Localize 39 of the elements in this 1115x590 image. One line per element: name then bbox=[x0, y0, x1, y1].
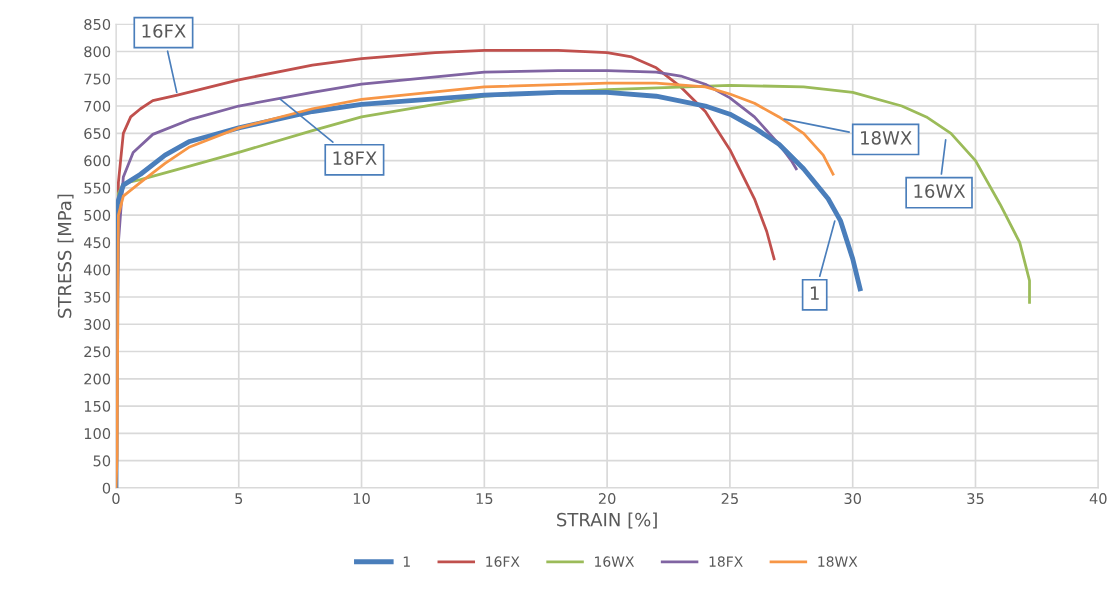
y-tick-label: 750 bbox=[84, 73, 111, 85]
x-axis-title: STRAIN [%] bbox=[557, 512, 657, 529]
legend-label: 16WX bbox=[595, 556, 635, 567]
y-tick-label: 550 bbox=[84, 182, 111, 194]
x-tick-label: 40 bbox=[1089, 493, 1107, 505]
annotation: 18WX bbox=[861, 130, 912, 145]
x-tick-label: 20 bbox=[598, 493, 616, 505]
y-tick-label: 500 bbox=[84, 209, 111, 221]
x-tick-label: 0 bbox=[112, 493, 120, 505]
x-tick-label: 35 bbox=[967, 493, 984, 505]
annotation: 1 bbox=[810, 286, 819, 300]
legend-label: 18WX bbox=[818, 556, 858, 567]
y-tick-label: 350 bbox=[84, 291, 111, 303]
x-tick-label: 25 bbox=[721, 493, 738, 505]
legend-label: 1 bbox=[403, 556, 410, 567]
y-tick-label: 0 bbox=[102, 482, 111, 494]
y-tick-label: 650 bbox=[84, 128, 111, 140]
y-tick-label: 450 bbox=[83, 237, 111, 249]
legend-label: 18FX bbox=[709, 556, 743, 567]
y-tick-label: 800 bbox=[84, 46, 111, 58]
x-tick-label: 15 bbox=[476, 493, 493, 505]
y-tick-label: 50 bbox=[93, 455, 111, 467]
x-tick-label: 30 bbox=[844, 493, 862, 505]
y-tick-label: 200 bbox=[84, 373, 111, 385]
legend-label: 16FX bbox=[486, 556, 520, 567]
annotation: 16FX bbox=[142, 24, 186, 38]
y-tick-label: 150 bbox=[84, 400, 111, 412]
y-tick-label: 400 bbox=[83, 264, 111, 276]
annotation: 16WX bbox=[914, 184, 966, 198]
y-tick-label: 850 bbox=[84, 18, 111, 30]
y-axis-title: STRESS [MPa] bbox=[57, 194, 74, 318]
x-tick-label: 10 bbox=[353, 493, 370, 505]
y-tick-label: 700 bbox=[84, 100, 111, 112]
y-tick-label: 300 bbox=[84, 318, 111, 330]
x-tick-label: 5 bbox=[235, 493, 243, 505]
y-tick-label: 600 bbox=[84, 155, 111, 167]
annotation: 18FX bbox=[333, 151, 377, 166]
y-tick-label: 250 bbox=[84, 346, 111, 358]
y-tick-label: 100 bbox=[84, 428, 111, 440]
